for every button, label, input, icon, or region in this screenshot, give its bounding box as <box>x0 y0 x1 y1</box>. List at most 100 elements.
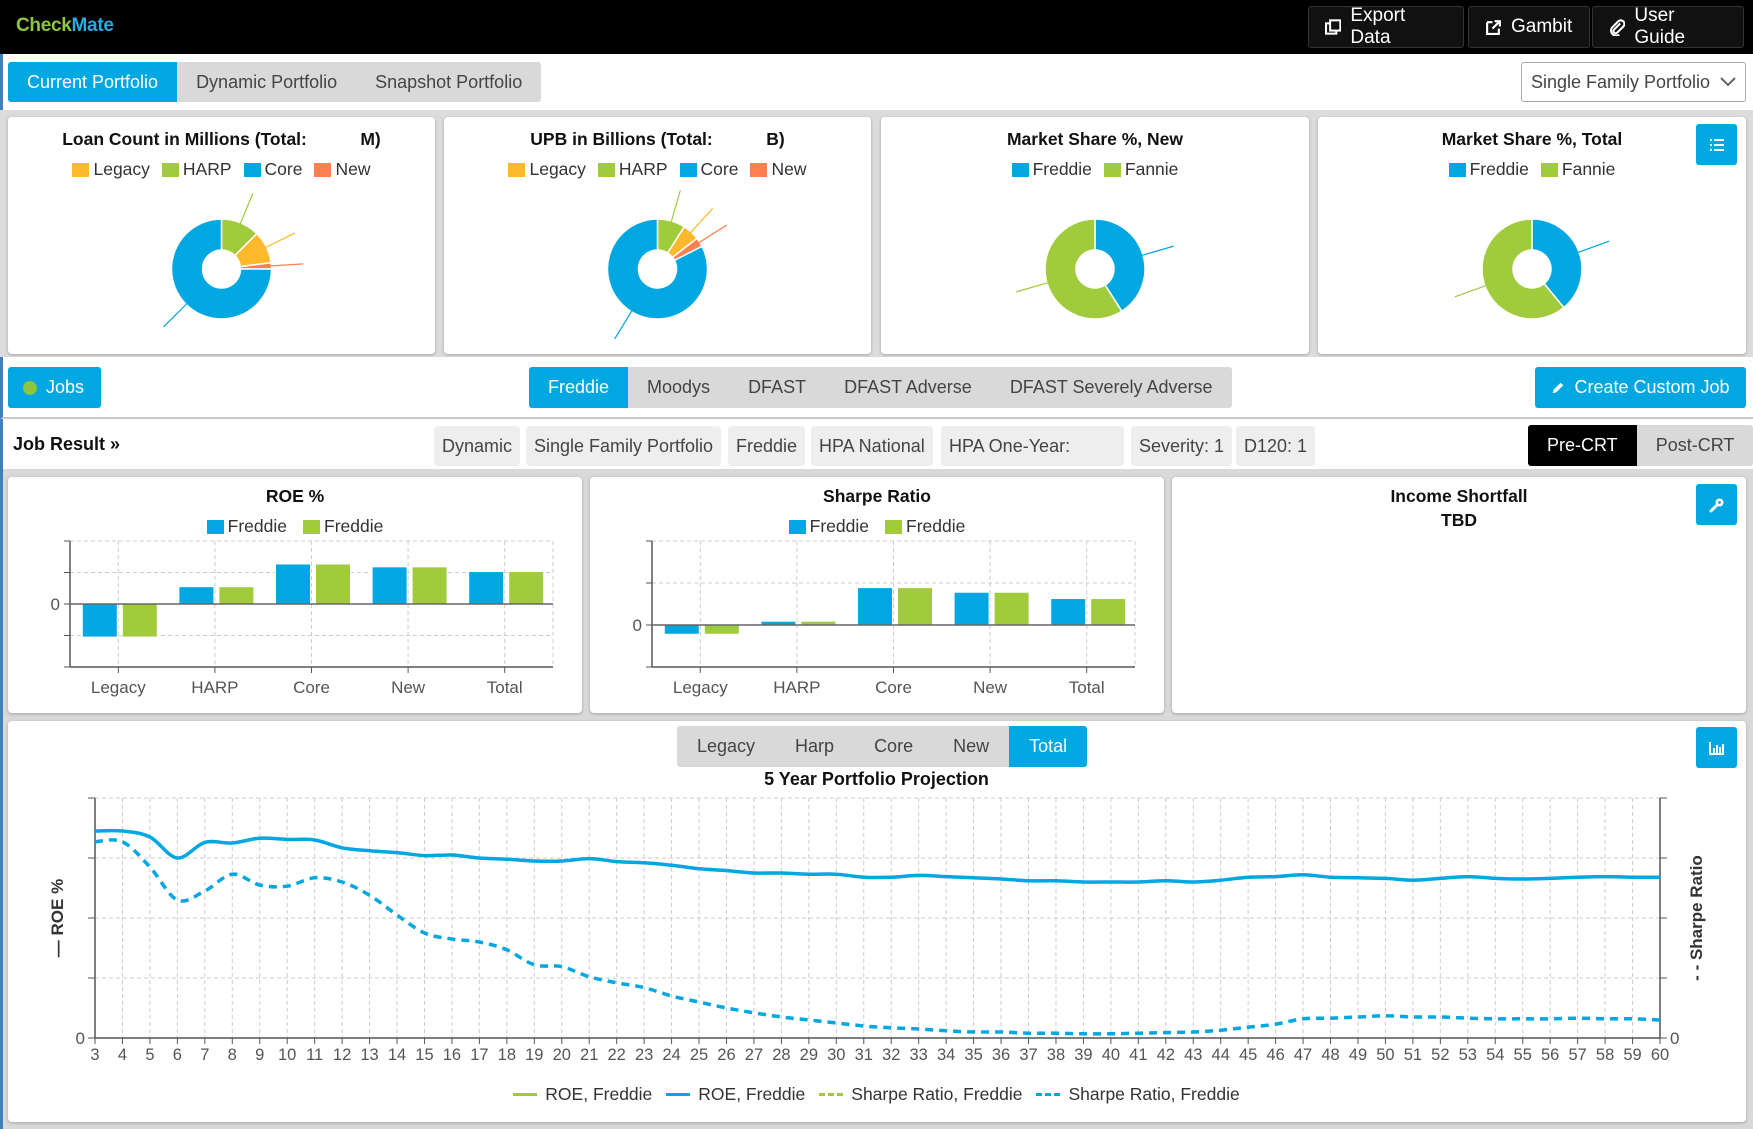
segment-tabs: Legacy Harp Core New Total <box>677 726 1088 767</box>
legend-freddie-green[interactable]: Freddie <box>303 516 383 537</box>
sharpe-ratio-line[interactable] <box>94 838 1661 1036</box>
key-button[interactable] <box>1696 484 1737 525</box>
upb-legend: Legacy HARP Core New <box>444 159 871 180</box>
x-tick-label: 29 <box>800 1046 818 1064</box>
bar-legacy-0[interactable] <box>663 624 700 635</box>
bar-legacy-0[interactable] <box>81 603 118 638</box>
tab-legacy[interactable]: Legacy <box>697 736 756 756</box>
tab-dfast[interactable]: DFAST <box>748 377 807 397</box>
legend-roe-freddie-green[interactable]: ROE, Freddie <box>513 1084 652 1105</box>
tab-moodys[interactable]: Moodys <box>647 377 711 397</box>
pie-label-line <box>694 224 728 246</box>
bar-total-0[interactable] <box>468 571 505 605</box>
tab-post-crt[interactable]: Post-CRT <box>1655 435 1735 455</box>
pie-label-line <box>1573 240 1610 255</box>
user-guide-button[interactable]: User Guide <box>1592 5 1744 48</box>
tab-dfast-severely-adverse[interactable]: DFAST Severely Adverse <box>1009 377 1213 397</box>
bar-harp-1[interactable] <box>218 586 255 605</box>
x-tick-label: 46 <box>1266 1046 1284 1064</box>
x-tick-label: Total <box>487 678 523 697</box>
y2-tick-label: 0 <box>1670 1029 1679 1048</box>
legend-legacy[interactable]: Legacy <box>72 159 150 180</box>
legend-sharpe-freddie-green[interactable]: Sharpe Ratio, Freddie <box>819 1084 1022 1105</box>
x-tick-label: 57 <box>1568 1046 1586 1064</box>
legend-label: Sharpe Ratio, Freddie <box>851 1084 1023 1104</box>
x-tick-label: 13 <box>360 1046 378 1064</box>
pie-slice-core[interactable] <box>606 218 709 320</box>
legend-fannie[interactable]: Fannie <box>1103 159 1178 180</box>
tab-total[interactable]: Total <box>1009 726 1088 767</box>
legend-roe-freddie-blue[interactable]: ROE, Freddie <box>666 1084 805 1105</box>
pie-label-line <box>260 232 296 251</box>
pie-label-line <box>163 299 191 328</box>
gambit-button[interactable]: Gambit <box>1468 6 1590 48</box>
legend-freddie-green[interactable]: Freddie <box>885 516 965 537</box>
x-tick-label: HARP <box>191 678 238 697</box>
chip-scenario: Freddie <box>728 426 806 466</box>
app-logo[interactable]: CheckMate <box>16 15 114 37</box>
legend-label: Freddie <box>809 516 869 536</box>
legend-label: Fannie <box>1561 159 1616 179</box>
crt-tabs: Pre-CRT Post-CRT <box>1528 425 1753 466</box>
legend-harp[interactable]: HARP <box>161 159 232 180</box>
bar-legacy-1[interactable] <box>121 603 158 638</box>
legend-new[interactable]: New <box>314 159 371 180</box>
tab-freddie[interactable]: Freddie <box>529 367 629 408</box>
create-custom-job-button[interactable]: Create Custom Job <box>1535 367 1746 408</box>
tab-pre-crt[interactable]: Pre-CRT <box>1528 425 1637 466</box>
legend-core[interactable]: Core <box>243 159 303 180</box>
bar-total-1[interactable] <box>1090 598 1127 626</box>
tab-snapshot-portfolio[interactable]: Snapshot Portfolio <box>375 71 523 92</box>
job-result-label[interactable]: Job Result » <box>13 434 121 454</box>
legend-new[interactable]: New <box>750 159 807 180</box>
bar-new-1[interactable] <box>411 566 448 605</box>
pie-slice-core[interactable] <box>170 218 273 320</box>
x-tick-label: 49 <box>1349 1046 1367 1064</box>
bar-core-1[interactable] <box>315 563 351 605</box>
legend-freddie[interactable]: Freddie <box>1011 159 1092 180</box>
x-tick-label: 45 <box>1239 1046 1257 1064</box>
roe-line[interactable] <box>94 828 1661 884</box>
tab-dynamic-portfolio[interactable]: Dynamic Portfolio <box>196 71 338 92</box>
pie-label-line <box>686 207 714 237</box>
list-menu-button[interactable] <box>1696 124 1737 165</box>
legend-core[interactable]: Core <box>679 159 738 180</box>
x-tick-label: 8 <box>228 1046 237 1064</box>
legend-freddie-blue[interactable]: Freddie <box>788 516 869 537</box>
tab-dfast-adverse[interactable]: DFAST Adverse <box>844 377 972 397</box>
market-share-new-pie <box>1016 218 1174 320</box>
bar-new-0[interactable] <box>371 566 408 605</box>
tab-new[interactable]: New <box>953 736 990 756</box>
legend-legacy[interactable]: Legacy <box>508 159 586 180</box>
legend-label: Core <box>264 159 303 179</box>
tab-core[interactable]: Core <box>874 736 914 756</box>
bar-harp-0[interactable] <box>178 586 215 605</box>
pie-slice-fannie[interactable] <box>1481 218 1565 320</box>
legend-freddie-blue[interactable]: Freddie <box>206 516 287 537</box>
bar-total-1[interactable] <box>508 571 545 605</box>
loan-count-legend: Legacy HARP Core New <box>8 159 435 180</box>
pie-slice-freddie[interactable] <box>1531 218 1583 309</box>
x-tick-label: 26 <box>717 1046 735 1064</box>
bar-total-0[interactable] <box>1050 598 1087 626</box>
x-tick-label: 35 <box>964 1046 982 1064</box>
bar-new-1[interactable] <box>993 591 1030 626</box>
x-tick-label: 27 <box>745 1046 763 1064</box>
pie-slice-fannie[interactable] <box>1044 218 1123 320</box>
portfolio-select[interactable]: Single Family Portfolio <box>1521 62 1746 102</box>
bar-core-1[interactable] <box>897 587 933 626</box>
tab-current-portfolio[interactable]: Current Portfolio <box>8 62 178 102</box>
x-tick-label: 58 <box>1596 1046 1614 1064</box>
tab-harp[interactable]: Harp <box>795 736 835 756</box>
bar-legacy-1[interactable] <box>703 624 740 635</box>
bar-core-0[interactable] <box>275 563 311 605</box>
export-data-button[interactable]: Export Data <box>1308 5 1464 48</box>
legend-freddie[interactable]: Freddie <box>1448 159 1529 180</box>
legend-harp[interactable]: HARP <box>597 159 668 180</box>
jobs-button[interactable]: Jobs <box>8 367 101 408</box>
bar-new-0[interactable] <box>953 591 990 626</box>
chart-options-button[interactable] <box>1696 727 1737 768</box>
bar-core-0[interactable] <box>857 587 893 626</box>
legend-sharpe-freddie-blue[interactable]: Sharpe Ratio, Freddie <box>1036 1084 1240 1105</box>
legend-fannie[interactable]: Fannie <box>1540 159 1616 180</box>
